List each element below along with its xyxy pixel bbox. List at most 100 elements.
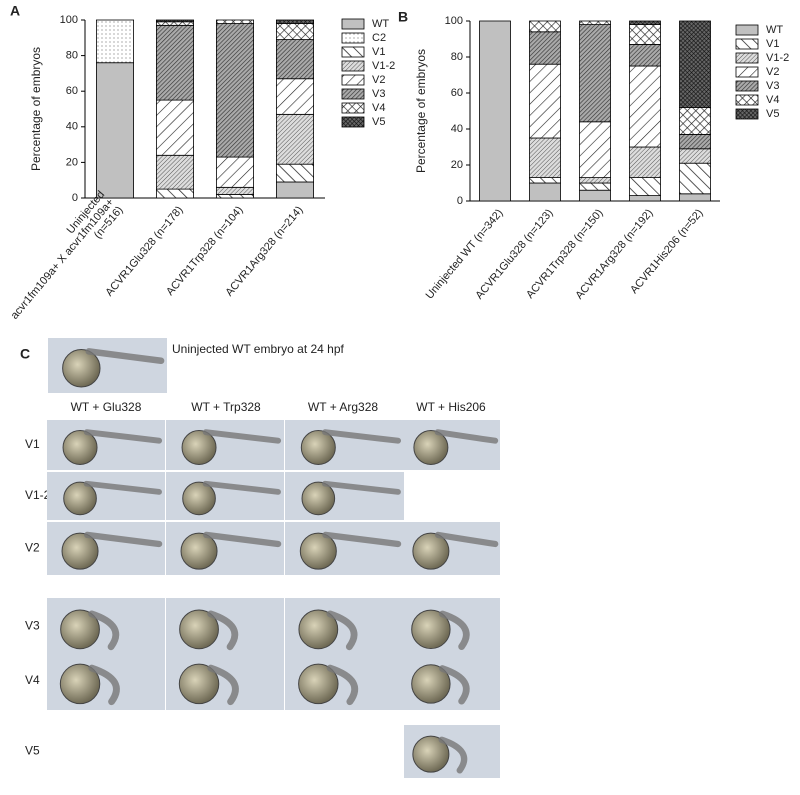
bar-segment: [529, 137, 561, 178]
bar-segment: [96, 62, 135, 199]
tail: [88, 664, 120, 706]
yolk: [411, 609, 451, 650]
caption: Uninjected WT embryo at 24 hpf: [172, 342, 345, 356]
bar-segment: [275, 78, 314, 115]
column-header: WT + His206: [416, 400, 486, 414]
bar-segment: [215, 156, 254, 188]
legend-label: V1: [766, 38, 779, 50]
y-tick-label: 60: [66, 85, 78, 97]
bar-segment: [275, 19, 314, 24]
bar-segment: [529, 63, 561, 139]
yolk: [298, 663, 339, 705]
bar-segment: [529, 20, 561, 33]
legend-label: WT: [766, 24, 783, 36]
y-tick-label: 60: [451, 87, 463, 99]
yolk: [180, 532, 218, 570]
legend-swatch: [735, 94, 759, 106]
bar-segment: [155, 188, 194, 199]
embryo-photo: [166, 598, 284, 655]
embryo-photo: [48, 338, 167, 393]
legend-label: V5: [372, 116, 385, 128]
bar-segment: [579, 189, 611, 202]
embryo-photo: [47, 472, 165, 520]
y-tick-label: 20: [451, 159, 463, 171]
column-header: WT + Glu328: [71, 400, 142, 414]
tail: [202, 480, 281, 495]
yolk: [412, 735, 450, 773]
y-axis-label: Percentage of embryos: [29, 47, 43, 171]
yolk: [301, 481, 336, 516]
bar-segment: [96, 19, 135, 64]
embryo-photo: [285, 472, 404, 520]
embryo-photo: [285, 652, 404, 710]
panel-label: A: [10, 3, 20, 19]
legend-swatch: [735, 66, 759, 78]
legend-label: C2: [372, 32, 386, 44]
embryo-photo: [404, 725, 500, 778]
embryo-photo: [404, 598, 500, 655]
legend-swatch: [341, 32, 365, 44]
yolk: [59, 663, 101, 705]
legend-label: V4: [766, 94, 779, 106]
bar-segment: [629, 146, 661, 179]
bar-segment: [155, 24, 194, 101]
yolk: [62, 430, 98, 465]
bar-segment: [155, 19, 194, 23]
bar-segment: [215, 194, 254, 199]
bar-segment: [629, 177, 661, 197]
bar-segment: [529, 182, 561, 202]
embryo-photo: [47, 652, 165, 710]
yolk: [178, 663, 220, 705]
tail: [202, 429, 282, 444]
row-label: V1: [25, 437, 40, 451]
legend-label: V3: [766, 80, 779, 92]
legend-swatch: [341, 46, 365, 58]
embryo-photo: [285, 420, 404, 470]
column-header: WT + Trp328: [191, 400, 261, 414]
y-tick-label: 40: [451, 123, 463, 135]
y-tick-label: 0: [457, 195, 463, 207]
tail: [84, 531, 163, 548]
yolk: [299, 532, 337, 570]
bar-segment: [629, 195, 661, 202]
legend-swatch: [735, 24, 759, 36]
legend-label: V3: [372, 88, 385, 100]
yolk: [60, 609, 100, 650]
tail: [85, 348, 165, 365]
bar-segment: [155, 99, 194, 156]
embryo-photo: [404, 652, 500, 710]
embryo-photo: [166, 420, 284, 470]
bar-segment: [215, 19, 254, 24]
y-tick-label: 40: [66, 121, 78, 133]
embryo-photo: [166, 472, 284, 520]
bar-segment: [679, 193, 711, 202]
legend-swatch: [735, 52, 759, 64]
legend-label: V1-2: [372, 60, 395, 72]
bar-segment: [529, 31, 561, 65]
embryo-photo: [404, 522, 500, 575]
y-tick-label: 20: [66, 156, 78, 168]
y-tick-label: 80: [451, 51, 463, 63]
x-tick-label: Uninjectedacvr1fm109a+ X acvr1fm109a+(n=…: [0, 189, 126, 330]
tail: [203, 531, 282, 548]
embryo-photo: [47, 598, 165, 655]
tail: [322, 531, 402, 548]
column-header: WT + Arg328: [308, 400, 378, 414]
bar-segment: [275, 23, 314, 40]
embryo-photo: [47, 522, 165, 575]
legend-swatch: [735, 80, 759, 92]
bar-segment: [679, 133, 711, 150]
tail: [438, 736, 468, 774]
bar-segment: [679, 20, 711, 108]
legend-swatch: [341, 88, 365, 100]
legend-label: V2: [766, 66, 779, 78]
bar-segment: [479, 20, 511, 202]
legend-label: V1: [372, 46, 385, 58]
legend-label: V1-2: [766, 52, 789, 64]
tail: [83, 480, 162, 495]
yolk: [298, 609, 339, 650]
tail: [439, 610, 470, 650]
bar-segment: [275, 39, 314, 80]
tail: [439, 665, 470, 705]
bar-segment: [679, 162, 711, 195]
